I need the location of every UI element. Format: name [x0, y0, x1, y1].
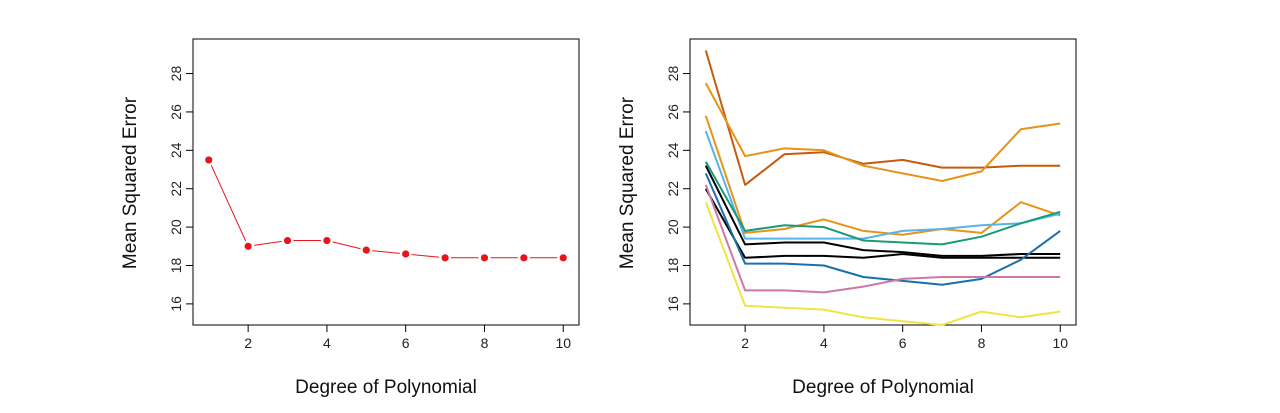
data-point: [362, 246, 370, 254]
data-point: [441, 254, 449, 262]
panel-2-frame: [689, 38, 1077, 326]
x-tick-label: 6: [899, 335, 907, 351]
y-tick-label: 22: [168, 181, 184, 197]
panel-1-frame: [192, 38, 580, 326]
y-tick-label: 28: [168, 66, 184, 82]
panel-2-xticks: 2 4 6 8 10: [741, 325, 1068, 351]
panel-1-series: [202, 153, 570, 264]
panel-2-series: [704, 50, 1061, 326]
data-point: [205, 156, 213, 164]
data-point: [244, 242, 252, 250]
y-tick-label: 26: [168, 104, 184, 120]
y-tick-label: 20: [665, 219, 681, 235]
series-line-split-9: [704, 184, 1061, 294]
series-line-split-10: [704, 201, 1061, 326]
y-tick-label: 16: [168, 296, 184, 312]
y-tick-label: 24: [665, 142, 681, 158]
y-tick-label: 18: [665, 257, 681, 273]
y-tick-label: 20: [168, 219, 184, 235]
series-line-split-3: [704, 115, 1061, 236]
x-tick-label: 8: [481, 335, 489, 351]
panel-1-xlabel: Degree of Polynomial: [295, 377, 477, 398]
series-line-split-5: [704, 161, 1061, 246]
series-line-split-4: [704, 130, 1061, 240]
panel-2-ylabel: Mean Squared Error: [617, 96, 638, 269]
data-point: [559, 254, 567, 262]
series-line-validation: [208, 159, 564, 259]
panel-1-xticks: 2 4 6 8 10: [244, 325, 571, 351]
data-point: [520, 254, 528, 262]
y-tick-label: 18: [168, 257, 184, 273]
x-tick-label: 2: [741, 335, 749, 351]
x-tick-label: 8: [978, 335, 986, 351]
y-tick-label: 24: [168, 142, 184, 158]
data-point: [480, 254, 489, 262]
data-point: [323, 236, 331, 245]
y-tick-label: 16: [665, 296, 681, 312]
x-tick-label: 4: [323, 335, 331, 351]
series-line-split-2: [704, 82, 1061, 182]
x-tick-label: 10: [1052, 335, 1068, 351]
x-tick-label: 2: [244, 335, 252, 351]
series-line-split-8: [704, 173, 1061, 286]
panel-1-ylabel: Mean Squared Error: [120, 96, 141, 269]
y-tick-label: 22: [665, 181, 681, 197]
series-line-split-7: [704, 188, 1061, 259]
y-tick-label: 28: [665, 66, 681, 82]
x-tick-label: 6: [402, 335, 410, 351]
data-point: [283, 236, 292, 245]
x-tick-label: 4: [820, 335, 828, 351]
series-line-split-6: [704, 165, 1061, 257]
y-tick-label: 26: [665, 104, 681, 120]
data-point: [402, 250, 410, 258]
panel-2-xlabel: Degree of Polynomial: [792, 377, 974, 398]
series-line-split-1: [704, 50, 1061, 186]
panel-1-yticks: 16 18 20 22 24 26 28: [168, 66, 193, 312]
panel-2-yticks: 16 18 20 22 24 26 28: [665, 66, 690, 312]
x-tick-label: 10: [555, 335, 571, 351]
